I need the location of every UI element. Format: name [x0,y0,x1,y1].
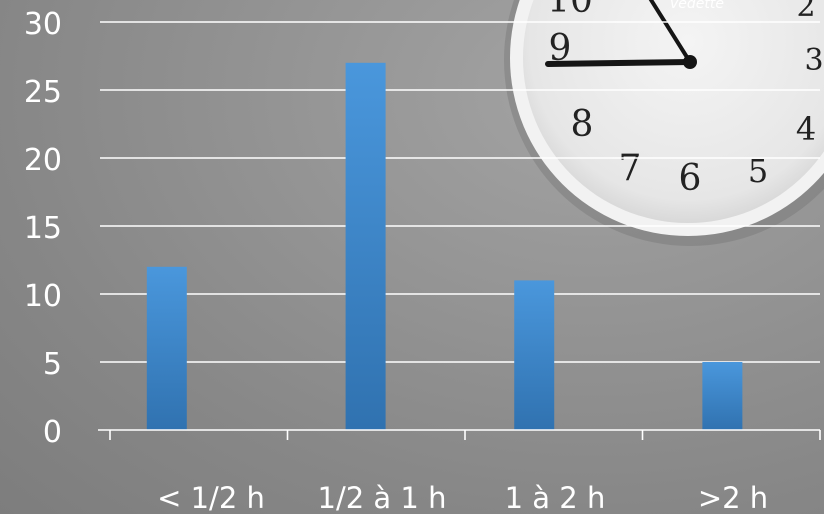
y-tick-label: 10 [24,279,62,314]
y-tick-label: 15 [24,211,62,246]
clock-hour-hand [545,59,693,67]
x-tick-label: 1/2 à 1 h [318,481,447,514]
y-tick-label: 30 [24,7,62,42]
bar [702,362,743,430]
clock-numeral: 8 [571,104,594,145]
clock-numeral: 4 [796,110,816,148]
x-tick-labels: < 1/2 h 1/2 à 1 h 1 à 2 h >2 h [157,481,768,514]
x-tick-label: 1 à 2 h [505,481,606,514]
clock-numeral: 3 [804,43,823,78]
bars [146,62,743,431]
axes [98,429,821,440]
wall-clock: vedette 2 3 45 678 9 10 [504,0,824,246]
clock-center [683,55,697,69]
y-tick-label: 25 [24,75,62,110]
y-tick-labels: 0 5 10 15 20 25 30 [24,7,62,450]
x-tick-label: < 1/2 h [157,481,265,514]
clock-numeral: 2 [796,0,815,24]
clock-numeral: 6 [679,158,702,199]
clock-numeral: 10 [547,0,593,21]
gridlines [100,21,820,363]
bar [345,62,386,431]
clock-numeral: 7 [619,148,642,189]
clock-minute-hand [648,0,692,64]
clock-brand-text: vedette [670,0,724,12]
y-tick-label: 20 [24,143,62,178]
clock-numeral: 5 [748,152,768,190]
clock-numeral: 9 [549,28,572,69]
y-tick-label: 5 [43,347,62,382]
x-tick-label: >2 h [698,481,768,514]
bar [514,280,555,430]
y-tick-label: 0 [43,415,62,450]
bar [146,266,187,430]
